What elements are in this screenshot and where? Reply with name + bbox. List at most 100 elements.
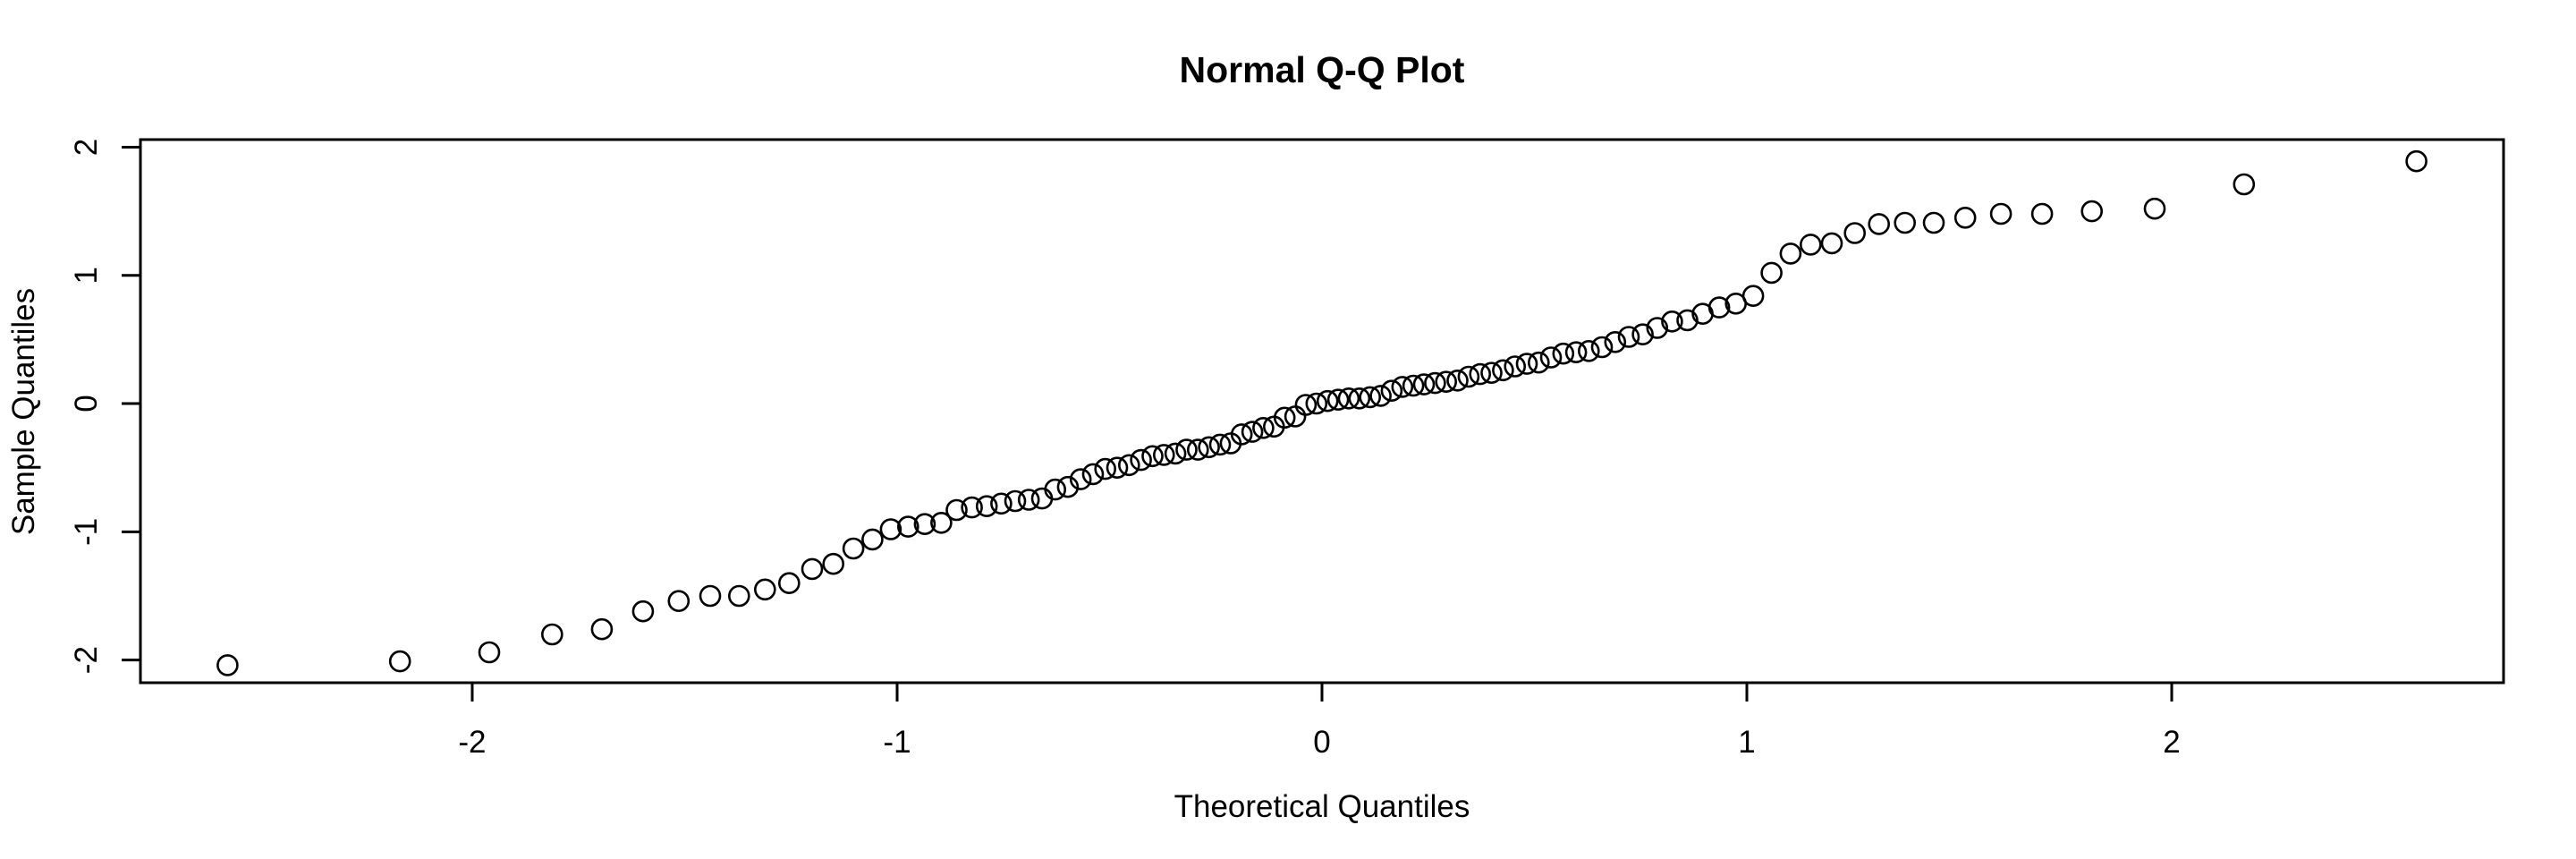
data-point	[1564, 341, 1588, 364]
data-point	[1435, 370, 1457, 394]
data-point	[1457, 365, 1480, 388]
data-point	[1380, 379, 1403, 403]
data-point	[990, 492, 1013, 515]
data-point	[913, 513, 936, 536]
data-point	[1004, 489, 1027, 513]
data-point	[1326, 388, 1350, 412]
data-point	[631, 600, 655, 623]
data-point	[1241, 421, 1264, 443]
data-point	[1989, 202, 2012, 225]
y-axis-label: Sample Quantiles	[6, 288, 41, 535]
data-point	[1316, 389, 1339, 412]
data-point	[1412, 373, 1436, 395]
data-point	[1552, 342, 1575, 365]
data-point	[667, 590, 691, 613]
data-point	[1492, 359, 1514, 382]
data-point	[1198, 436, 1220, 459]
data-point	[1741, 285, 1765, 308]
data-point	[975, 495, 998, 518]
y-tick-label: 2	[69, 139, 104, 156]
data-point	[1130, 448, 1152, 472]
data-point	[1164, 442, 1187, 465]
data-point	[1800, 234, 1822, 256]
x-tick-label: -2	[458, 725, 486, 760]
data-point	[1175, 438, 1198, 461]
data-point	[1187, 438, 1209, 461]
y-axis-ticks: -2 -1 0 1 2	[69, 139, 140, 674]
data-point	[1305, 392, 1328, 415]
data-point	[699, 584, 722, 608]
x-tick-label: 1	[1738, 725, 1755, 760]
data-point	[1208, 433, 1232, 456]
data-point	[727, 584, 750, 608]
data-point	[2143, 197, 2166, 220]
chart-title: Normal Q-Q Plot	[1180, 49, 1465, 90]
data-point	[1868, 213, 1890, 235]
data-point	[1617, 326, 1640, 348]
data-point	[1661, 310, 1683, 333]
data-point	[1141, 445, 1164, 468]
data-point	[1069, 468, 1092, 490]
data-point	[1402, 374, 1425, 397]
data-point	[1294, 394, 1318, 416]
y-tick-label: -2	[69, 646, 104, 674]
data-point	[1820, 232, 1843, 255]
data-point	[1446, 369, 1469, 392]
data-point	[2080, 200, 2103, 223]
data-point	[1369, 385, 1392, 407]
data-point	[1056, 475, 1080, 498]
data-point	[1843, 222, 1866, 244]
data-point	[842, 537, 865, 560]
data-point	[801, 557, 824, 581]
data-point	[1348, 387, 1371, 410]
data-point	[1539, 346, 1563, 369]
data-point	[945, 498, 968, 522]
data-point	[2233, 173, 2256, 196]
data-point	[1760, 261, 1783, 285]
data-point	[590, 617, 614, 641]
x-tick-label: 0	[1313, 725, 1330, 760]
data-point	[1081, 463, 1105, 486]
data-point	[1646, 317, 1669, 339]
x-axis-ticks: -2 -1 0 1 2	[458, 683, 2181, 760]
x-tick-label: 2	[2163, 725, 2180, 760]
data-point	[930, 511, 953, 534]
data-point	[1359, 386, 1381, 409]
data-point	[1590, 336, 1614, 359]
data-point	[1578, 339, 1600, 362]
data-point	[753, 578, 776, 601]
data-point	[388, 650, 411, 673]
data-point	[1106, 456, 1129, 480]
data-point	[1252, 416, 1275, 439]
data-point	[1504, 355, 1526, 378]
y-tick-label: 1	[69, 267, 104, 284]
data-point	[2405, 149, 2428, 173]
data-point	[1480, 361, 1503, 385]
data-point	[1469, 362, 1491, 386]
data-point	[1953, 207, 1977, 229]
data-point	[1337, 387, 1360, 410]
data-point	[1391, 376, 1414, 398]
data-point	[1604, 330, 1627, 353]
data-point	[1153, 444, 1175, 466]
data-point	[1118, 454, 1140, 477]
data-point	[478, 641, 501, 664]
data-point	[1676, 309, 1699, 332]
data-point	[1230, 423, 1253, 446]
scatter-points	[216, 149, 2428, 676]
x-tick-label: -1	[883, 725, 911, 760]
data-point	[2030, 202, 2054, 225]
data-point	[1044, 478, 1066, 501]
data-point	[1631, 323, 1654, 346]
data-point	[216, 654, 239, 676]
data-point	[896, 515, 919, 538]
data-point	[961, 496, 983, 519]
data-point	[1707, 296, 1731, 319]
data-point	[879, 518, 902, 540]
data-point	[540, 623, 564, 646]
data-point	[1515, 353, 1538, 375]
data-point	[1528, 351, 1550, 374]
data-point	[1273, 406, 1296, 430]
y-tick-label: -1	[69, 518, 104, 546]
